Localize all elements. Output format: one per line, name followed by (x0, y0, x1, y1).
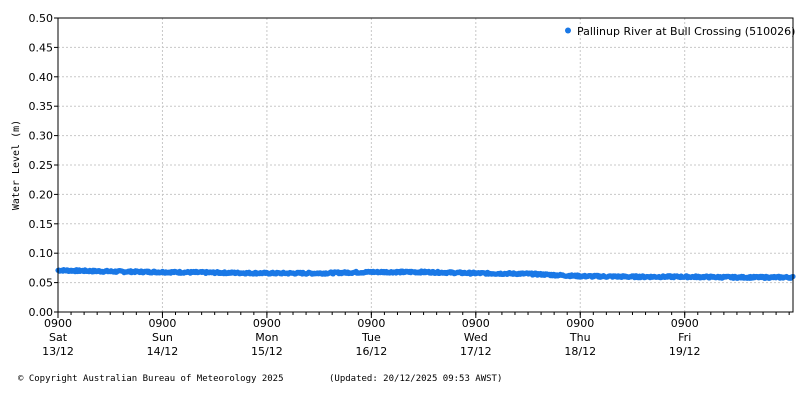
plot-border (57, 17, 794, 313)
x-tick-label: 19/12 (669, 345, 701, 358)
x-tick-label: 17/12 (460, 345, 492, 358)
x-axis: 0900Sat13/120900Sun14/120900Mon15/120900… (42, 312, 790, 358)
x-tick-label: 0900 (671, 317, 699, 330)
x-tick-label: Fri (678, 331, 691, 344)
x-tick-label: 13/12 (42, 345, 74, 358)
y-tick-label: 0.30 (29, 130, 54, 143)
x-tick-label: 0900 (357, 317, 385, 330)
x-tick-label: Mon (255, 331, 278, 344)
y-tick-label: 0.05 (29, 277, 54, 290)
y-tick-label: 0.25 (29, 159, 54, 172)
x-tick-label: Thu (569, 331, 591, 344)
y-tick-label: 0.20 (29, 188, 54, 201)
legend-marker (565, 27, 571, 34)
y-tick-label: 0.10 (29, 247, 54, 260)
y-tick-label: 0.50 (29, 12, 54, 25)
legend: Pallinup River at Bull Crossing (510026) (565, 25, 795, 38)
copyright-text: © Copyright Australian Bureau of Meteoro… (18, 374, 284, 384)
x-tick-label: Sat (49, 331, 68, 344)
grid (58, 18, 793, 312)
x-tick-label: 0900 (566, 317, 594, 330)
x-tick-label: Sun (152, 331, 173, 344)
x-tick-label: 15/12 (251, 345, 283, 358)
y-axis: 0.00 0.05 0.10 0.15 0.20 0.25 0.30 0.35 0.40 0.45… (29, 12, 58, 319)
x-tick-label: Tue (361, 331, 381, 344)
x-tick-label: 0900 (148, 317, 176, 330)
x-tick-label: 18/12 (564, 345, 596, 358)
y-tick-label: 0.40 (29, 71, 54, 84)
y-tick-label: 0.15 (29, 218, 54, 231)
x-tick-label: Wed (464, 331, 488, 344)
x-tick-label: 0900 (44, 317, 72, 330)
y-axis-label: Water Level (m) (11, 120, 22, 210)
legend-label: Pallinup River at Bull Crossing (510026) (577, 25, 795, 38)
series-layer (55, 267, 796, 281)
updated-timestamp: (Updated: 20/12/2025 09:53 AWST) (329, 374, 503, 384)
y-tick-label: 0.00 (29, 306, 54, 319)
y-tick-label: 0.35 (29, 100, 54, 113)
x-tick-label: 14/12 (147, 345, 179, 358)
x-tick-label: 16/12 (356, 345, 388, 358)
x-tick-label: 0900 (462, 317, 490, 330)
y-tick-label: 0.45 (29, 41, 54, 54)
x-tick-label: 0900 (253, 317, 281, 330)
